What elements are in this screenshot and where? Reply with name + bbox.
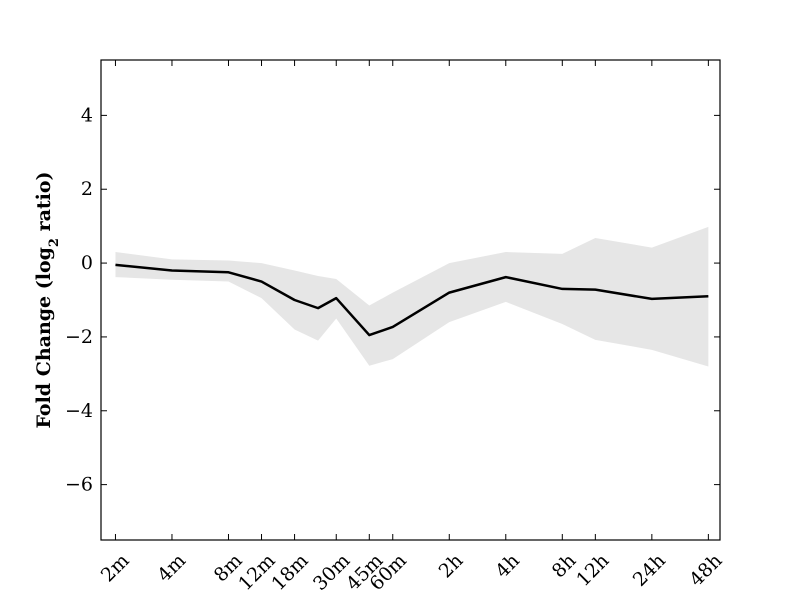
x-tick-label: 48h <box>685 550 726 591</box>
x-tick-label: 12m <box>234 550 279 595</box>
x-tick-label: 2h <box>435 550 468 583</box>
x-tick-label: 2m <box>97 550 134 587</box>
y-tick-label: −6 <box>65 474 93 496</box>
y-tick-label: 2 <box>81 178 93 200</box>
x-tick-label: 24h <box>629 550 670 591</box>
y-tick-label: 0 <box>81 252 93 274</box>
x-tick-label: 4h <box>491 550 524 583</box>
variance-band <box>115 226 709 367</box>
y-axis-label: Fold Change (log2 ratio) <box>33 171 62 428</box>
y-tick-label: −4 <box>65 400 93 422</box>
y-ticks: 4 2 0 −2 −4 −6 <box>65 104 720 496</box>
plot-frame <box>100 59 721 541</box>
x-tick-label: 12h <box>572 550 613 591</box>
x-tick-label: 18m <box>267 550 312 595</box>
x-tick-label: 30m <box>309 550 354 595</box>
x-tick-label: 4m <box>153 550 190 587</box>
confidence-band-layer <box>115 226 709 367</box>
y-tick-label: −2 <box>65 326 93 348</box>
mean-line-layer <box>115 263 709 337</box>
axes <box>100 59 721 541</box>
y-tick-label: 4 <box>81 104 93 126</box>
